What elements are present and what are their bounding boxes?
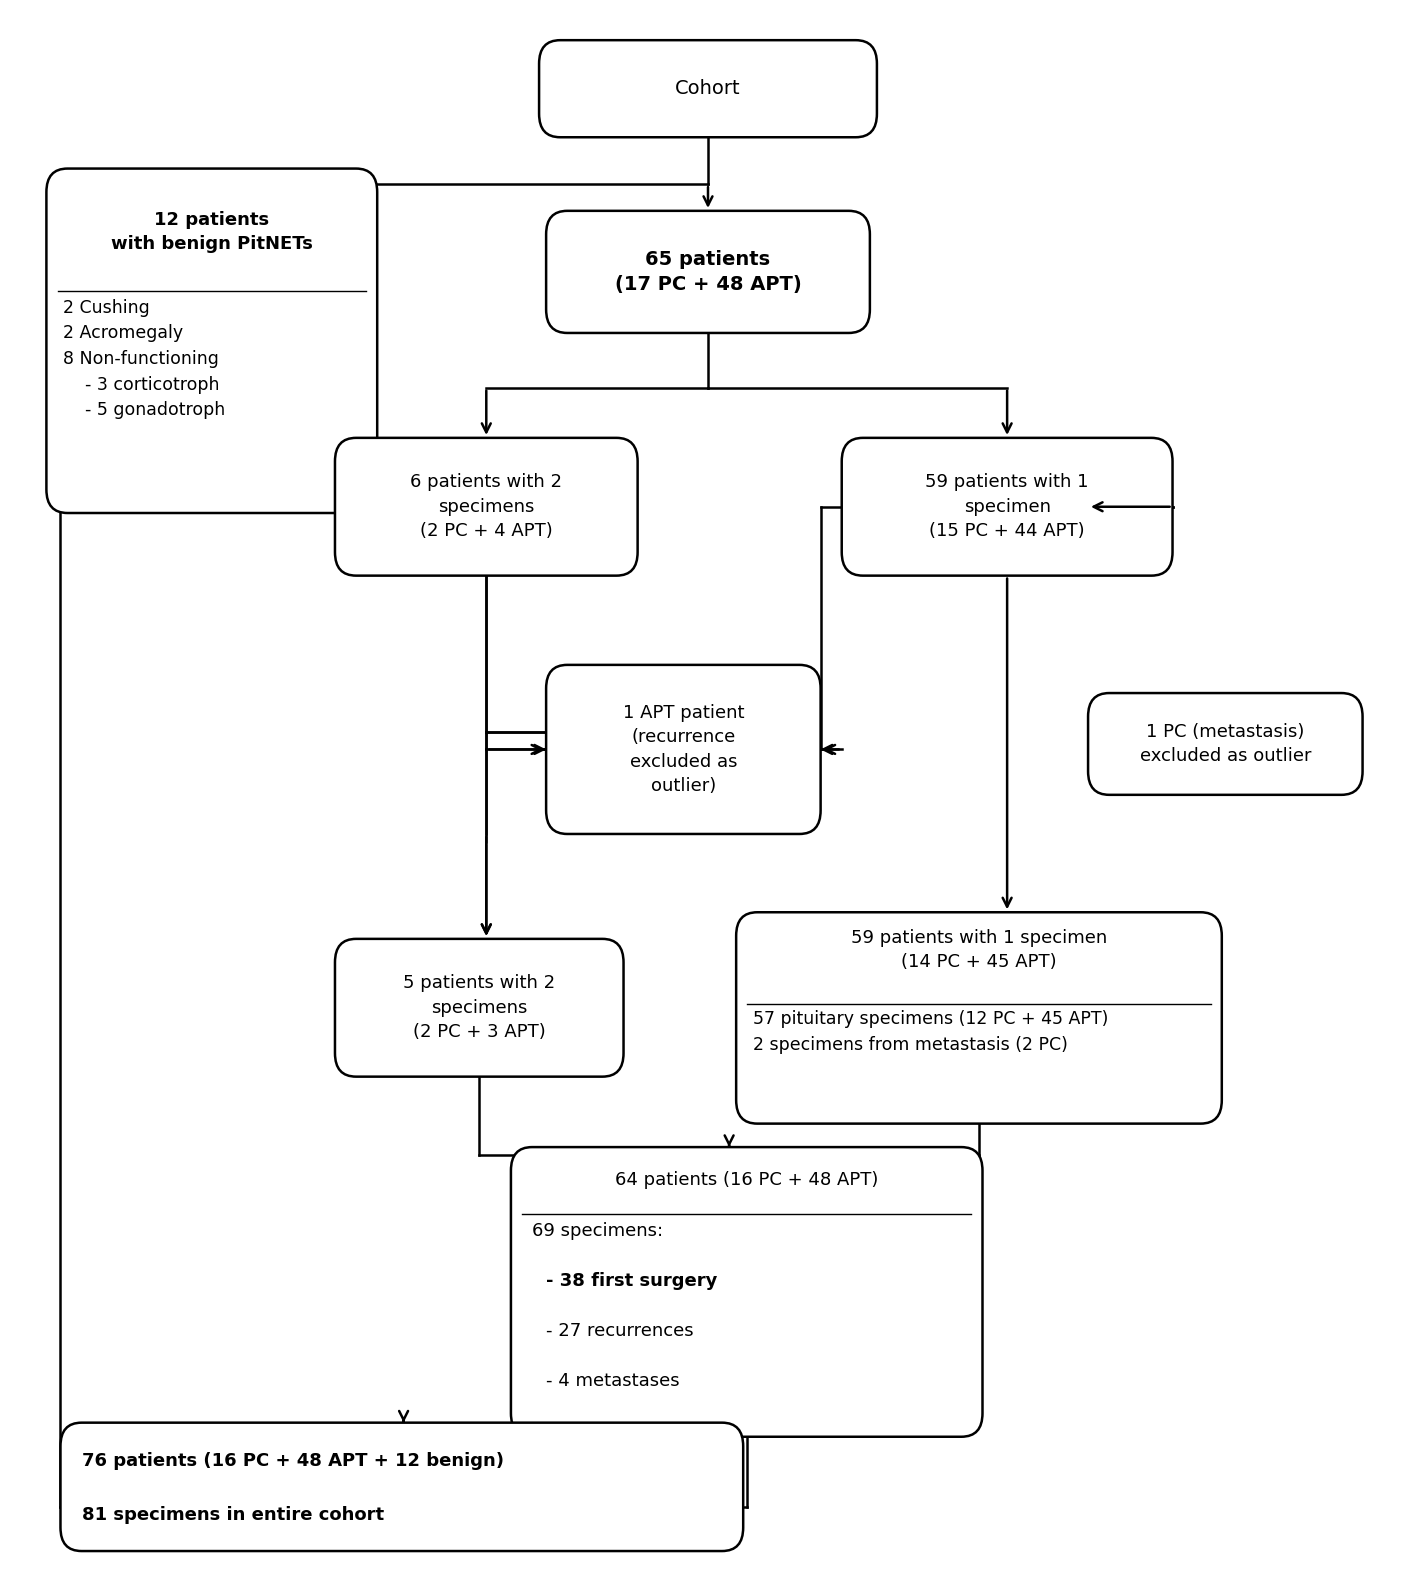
Text: 64 patients (16 PC + 48 APT): 64 patients (16 PC + 48 APT) <box>615 1171 878 1190</box>
Text: Cohort: Cohort <box>675 79 741 98</box>
Text: 59 patients with 1 specimen
(14 PC + 45 APT): 59 patients with 1 specimen (14 PC + 45 … <box>851 929 1107 971</box>
FancyBboxPatch shape <box>547 664 821 834</box>
FancyBboxPatch shape <box>336 938 623 1077</box>
FancyBboxPatch shape <box>61 1423 743 1550</box>
Text: - 4 metastases: - 4 metastases <box>547 1373 680 1390</box>
Text: 76 patients (16 PC + 48 APT + 12 benign): 76 patients (16 PC + 48 APT + 12 benign) <box>82 1453 504 1470</box>
Text: 12 patients
with benign PitNETs: 12 patients with benign PitNETs <box>110 211 313 253</box>
Text: 81 specimens in entire cohort: 81 specimens in entire cohort <box>82 1506 384 1524</box>
Text: 1 APT patient
(recurrence
excluded as
outlier): 1 APT patient (recurrence excluded as ou… <box>623 704 745 795</box>
FancyBboxPatch shape <box>841 438 1172 576</box>
FancyBboxPatch shape <box>736 913 1222 1124</box>
Text: - 38 first surgery: - 38 first surgery <box>547 1272 718 1289</box>
FancyBboxPatch shape <box>1087 693 1362 795</box>
FancyBboxPatch shape <box>511 1147 983 1437</box>
FancyBboxPatch shape <box>336 438 637 576</box>
Text: 1 PC (metastasis)
excluded as outlier: 1 PC (metastasis) excluded as outlier <box>1140 722 1311 765</box>
FancyBboxPatch shape <box>47 168 377 513</box>
Text: 65 patients
(17 PC + 48 APT): 65 patients (17 PC + 48 APT) <box>615 250 801 294</box>
Text: 59 patients with 1
specimen
(15 PC + 44 APT): 59 patients with 1 specimen (15 PC + 44 … <box>926 474 1089 540</box>
Text: 5 patients with 2
specimens
(2 PC + 3 APT): 5 patients with 2 specimens (2 PC + 3 AP… <box>404 974 555 1040</box>
Text: 69 specimens:: 69 specimens: <box>532 1221 663 1240</box>
FancyBboxPatch shape <box>547 211 869 334</box>
Text: - 27 recurrences: - 27 recurrences <box>547 1322 694 1339</box>
Text: 6 patients with 2
specimens
(2 PC + 4 APT): 6 patients with 2 specimens (2 PC + 4 AP… <box>411 474 562 540</box>
FancyBboxPatch shape <box>539 41 877 137</box>
Text: 2 Cushing
2 Acromegaly
8 Non-functioning
    - 3 corticotroph
    - 5 gonadotrop: 2 Cushing 2 Acromegaly 8 Non-functioning… <box>64 299 225 419</box>
Text: 57 pituitary specimens (12 PC + 45 APT)
2 specimens from metastasis (2 PC): 57 pituitary specimens (12 PC + 45 APT) … <box>753 1011 1109 1055</box>
